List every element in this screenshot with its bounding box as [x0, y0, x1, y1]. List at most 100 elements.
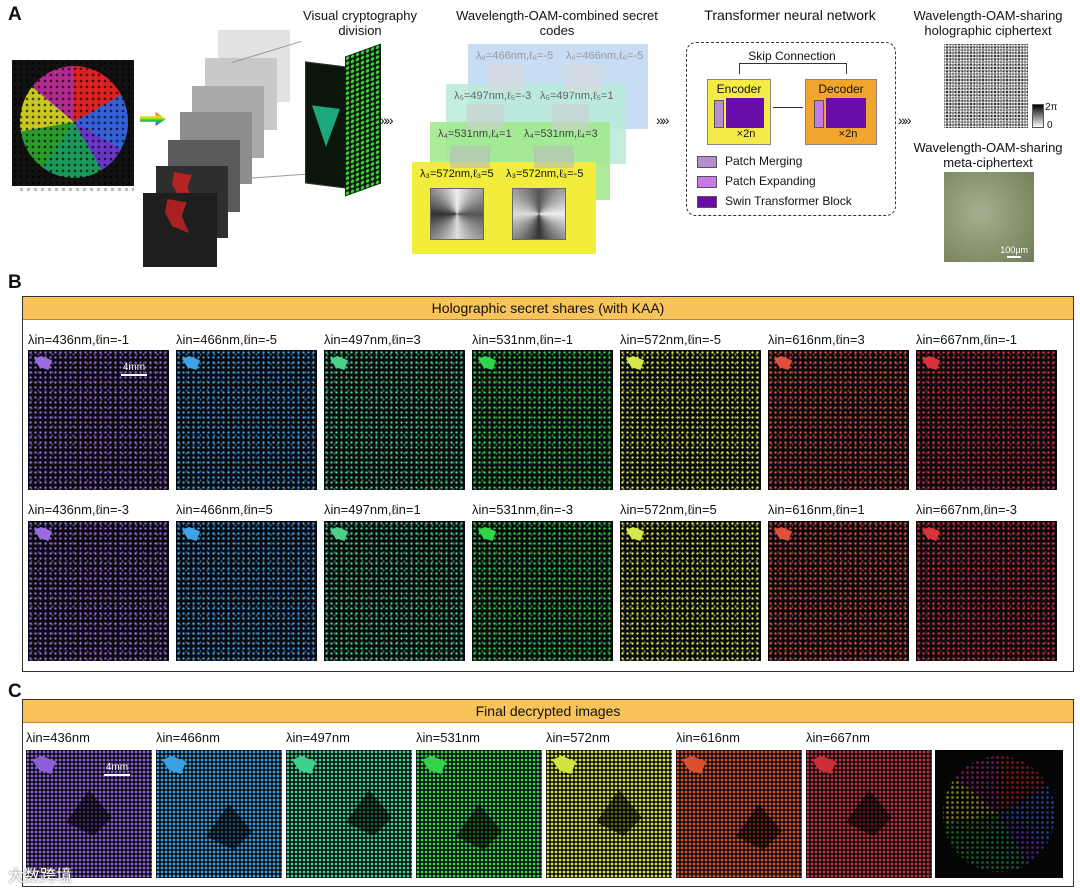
- share-image-r1-c2: [176, 350, 317, 490]
- panel-b-frame: Holographic secret shares (with KAA): [22, 296, 1074, 672]
- decrypted-shape: [846, 790, 892, 836]
- flow-arrow-2-icon: »»: [656, 112, 670, 128]
- panel-b-label: B: [8, 272, 22, 293]
- watermark: 大数跨境: [8, 868, 73, 885]
- code-sheet-right: [345, 43, 381, 197]
- share-image-r2-c5: [620, 521, 761, 661]
- share-image-r2-c3: [324, 521, 465, 661]
- decrypted-shape: [346, 790, 392, 836]
- share-image-r2-c4: [472, 521, 613, 661]
- decoder-label: Decoder: [818, 82, 864, 96]
- decrypted-glyph-icon: [422, 756, 446, 774]
- meta-ciphertext-image: 100μm: [944, 172, 1034, 262]
- share-label-r2-c4: λin=531nm,ℓin=-3: [472, 502, 574, 517]
- share-glyph-icon: [922, 527, 940, 541]
- source-dots: [18, 186, 134, 194]
- code-label-3a: λ₃=572nm,ℓ₃=5: [420, 168, 494, 180]
- meta-scale-label: 100μm: [1000, 245, 1028, 255]
- transformer-caption: Transformer neural network: [704, 7, 876, 23]
- flow-arrow-3-icon: »»: [898, 112, 912, 128]
- decrypted-image-3: [286, 750, 412, 878]
- transformer-box: Skip Connection Encoder ×2n Decoder ×2n …: [686, 42, 896, 216]
- share-glyph-icon: [626, 356, 644, 370]
- decrypted-image-2: [156, 750, 282, 878]
- share-label-r2-c3: λin=497nm,ℓin=1: [324, 502, 421, 517]
- decrypted-scale-bar: 4mm: [104, 762, 130, 776]
- share-label-r1-c7: λin=667nm,ℓin=-1: [916, 332, 1018, 347]
- oam-phase-1: [430, 188, 484, 240]
- share-scale-bar: 4mm: [121, 362, 147, 376]
- share-label-r1-c5: λin=572nm,ℓin=-5: [620, 332, 722, 347]
- encoder-block: Encoder ×2n: [707, 79, 771, 145]
- share-glyph-icon: [626, 527, 644, 541]
- share-image-r2-c6: [768, 521, 909, 661]
- share-glyph-icon: [922, 356, 940, 370]
- panel-c-label: C: [8, 681, 22, 702]
- share-label-r1-c4: λin=531nm,ℓin=-1: [472, 332, 574, 347]
- panel-a-label: A: [8, 4, 22, 25]
- share-glyph-icon: [34, 356, 52, 370]
- holographic-ciphertext: [944, 44, 1028, 128]
- decoder-repeat: ×2n: [838, 128, 858, 140]
- share-glyph-icon: [774, 527, 792, 541]
- colorbar-min: 0: [1047, 120, 1053, 131]
- share-glyph-icon: [478, 527, 496, 541]
- legend-patch-expanding: Patch Expanding: [697, 171, 816, 191]
- secret-codes-caption: Wavelength-OAM-combined secret codes: [456, 8, 658, 38]
- decrypted-label-2: λin=466nm: [156, 730, 220, 745]
- holo-ciphertext-caption: Wavelength-OAM-sharing holographic ciphe…: [913, 8, 1063, 38]
- code-sheet-left: [305, 61, 347, 189]
- oam-phase-2: [512, 188, 566, 240]
- share-image-r1-c5: [620, 350, 761, 490]
- share-label-r1-c3: λin=497nm,ℓin=3: [324, 332, 421, 347]
- phase-colorbar: [1032, 104, 1044, 128]
- rainbow-arrow-icon: [140, 112, 166, 126]
- share-image-r1-c4: [472, 350, 613, 490]
- decrypted-glyph-icon: [32, 756, 56, 774]
- decrypted-shape: [596, 790, 642, 836]
- panel-c-frame: Final decrypted images: [22, 699, 1074, 887]
- decrypted-image-6: [676, 750, 802, 878]
- code-label-5b: λ₅=497nm,ℓ₅=1: [540, 90, 614, 102]
- decrypted-label-5: λin=572nm: [546, 730, 610, 745]
- decrypted-shape: [66, 790, 112, 836]
- share-label-r2-c1: λin=436nm,ℓin=-3: [28, 502, 130, 517]
- share-label-r1-c1: λin=436nm,ℓin=-1: [28, 332, 130, 347]
- enc-dec-arrow: [773, 107, 803, 108]
- encoder-repeat: ×2n: [736, 128, 756, 140]
- legend-patch-merging: Patch Merging: [697, 151, 802, 171]
- decrypted-glyph-icon: [292, 756, 316, 774]
- decrypted-shape: [206, 804, 252, 850]
- share-image-r2-c1: [28, 521, 169, 661]
- decrypted-glyph-icon: [162, 756, 186, 774]
- share-glyph-icon: [478, 356, 496, 370]
- meta-ciphertext-caption: Wavelength-OAM-sharing meta-ciphertext: [913, 140, 1063, 170]
- decrypted-image-1: 4mm: [26, 750, 152, 878]
- skip-connection-arrow: [739, 63, 847, 74]
- decrypted-label-7: λin=667nm: [806, 730, 870, 745]
- share-image-r2-c7: [916, 521, 1057, 661]
- decrypted-label-3: λin=497nm: [286, 730, 350, 745]
- decrypted-glyph-icon: [552, 756, 576, 774]
- flow-arrow-1-icon: »»: [380, 112, 394, 128]
- share-image-r1-c7: [916, 350, 1057, 490]
- decrypted-image-7: [806, 750, 932, 878]
- code-label-4a: λ₄=531nm,ℓ₄=1: [438, 128, 512, 140]
- share-glyph-icon: [34, 527, 52, 541]
- share-image-r2-c2: [176, 521, 317, 661]
- decrypted-label-6: λin=616nm: [676, 730, 740, 745]
- legend-swin-block: Swin Transformer Block: [697, 191, 852, 211]
- decrypted-label-4: λin=531nm: [416, 730, 480, 745]
- decrypted-label-1: λin=436nm: [26, 730, 90, 745]
- source-pattern: [12, 60, 134, 186]
- share-image-r1-c1: 4mm: [28, 350, 169, 490]
- share-glyph-icon: [182, 356, 200, 370]
- share-stack: [143, 193, 217, 267]
- decrypted-shape: [456, 804, 502, 850]
- decoder-block: Decoder ×2n: [805, 79, 877, 145]
- colorbar-max: 2π: [1045, 102, 1058, 113]
- share-glyph-icon: [330, 356, 348, 370]
- code-label-6b: λ₆=466nm,ℓ₆=-5: [566, 50, 644, 62]
- share-label-r1-c6: λin=616nm,ℓin=3: [768, 332, 865, 347]
- decrypted-image-5: [546, 750, 672, 878]
